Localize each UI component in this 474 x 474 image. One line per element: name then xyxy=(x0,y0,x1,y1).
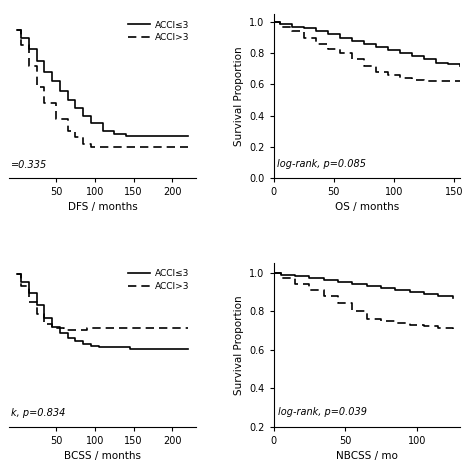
ACCI≤3 xyxy=(100,128,105,134)
Y-axis label: Survival Proportion: Survival Proportion xyxy=(234,295,244,394)
ACCI≤3 xyxy=(127,346,133,352)
ACCI≤3 xyxy=(18,279,24,284)
Line: ACCI≤3: ACCI≤3 xyxy=(17,30,188,136)
ACCI>3 xyxy=(100,326,105,331)
ACCI≤3 xyxy=(57,88,63,93)
ACCI≤3 xyxy=(138,346,144,352)
Text: =0.335: =0.335 xyxy=(11,160,47,170)
ACCI≤3 xyxy=(26,290,32,295)
ACCI>3 xyxy=(14,27,20,33)
Y-axis label: Survival Proportion: Survival Proportion xyxy=(234,46,244,146)
Line: ACCI>3: ACCI>3 xyxy=(17,274,188,330)
Line: ACCI>3: ACCI>3 xyxy=(17,30,188,146)
ACCI>3 xyxy=(88,144,94,149)
ACCI≤3 xyxy=(14,27,20,33)
ACCI≤3 xyxy=(111,344,117,350)
ACCI≤3 xyxy=(42,315,47,320)
ACCI>3 xyxy=(34,85,39,91)
ACCI>3 xyxy=(18,43,24,48)
ACCI≤3 xyxy=(138,133,144,138)
ACCI>3 xyxy=(26,63,32,69)
ACCI>3 xyxy=(185,144,191,149)
ACCI≤3 xyxy=(42,69,47,75)
Line: ACCI≤3: ACCI≤3 xyxy=(17,274,188,349)
ACCI>3 xyxy=(18,283,24,289)
ACCI>3 xyxy=(61,327,66,333)
ACCI>3 xyxy=(84,326,90,331)
ACCI>3 xyxy=(42,100,47,106)
ACCI>3 xyxy=(34,311,39,317)
ACCI≤3 xyxy=(34,302,39,308)
ACCI≤3 xyxy=(18,35,24,40)
ACCI≤3 xyxy=(123,133,128,138)
Text: log-rank, p=0.039: log-rank, p=0.039 xyxy=(278,407,367,417)
ACCI≤3 xyxy=(88,120,94,126)
ACCI>3 xyxy=(14,271,20,277)
ACCI>3 xyxy=(80,141,86,146)
ACCI≤3 xyxy=(34,58,39,64)
ACCI≤3 xyxy=(127,133,133,138)
ACCI>3 xyxy=(73,135,78,140)
ACCI≤3 xyxy=(88,343,94,348)
X-axis label: DFS / months: DFS / months xyxy=(68,202,137,212)
ACCI>3 xyxy=(73,327,78,333)
ACCI>3 xyxy=(103,144,109,149)
ACCI≤3 xyxy=(73,338,78,344)
ACCI≤3 xyxy=(80,341,86,347)
ACCI>3 xyxy=(65,128,71,134)
Text: k, p=0.834: k, p=0.834 xyxy=(11,409,66,419)
ACCI≤3 xyxy=(65,97,71,103)
ACCI>3 xyxy=(49,326,55,331)
ACCI≤3 xyxy=(96,344,101,350)
ACCI>3 xyxy=(92,326,98,331)
ACCI≤3 xyxy=(111,131,117,137)
ACCI>3 xyxy=(108,326,113,331)
ACCI≤3 xyxy=(57,330,63,336)
Legend: ACCI≤3, ACCI>3: ACCI≤3, ACCI>3 xyxy=(126,19,191,44)
ACCI≤3 xyxy=(80,113,86,118)
Text: log-rank, p=0.085: log-rank, p=0.085 xyxy=(277,158,366,169)
X-axis label: OS / months: OS / months xyxy=(335,202,399,212)
ACCI>3 xyxy=(26,299,32,305)
ACCI>3 xyxy=(185,326,191,331)
ACCI≤3 xyxy=(185,346,191,352)
ACCI≤3 xyxy=(185,133,191,138)
X-axis label: BCSS / months: BCSS / months xyxy=(64,451,141,461)
ACCI≤3 xyxy=(73,105,78,110)
ACCI≤3 xyxy=(65,335,71,341)
ACCI≤3 xyxy=(49,78,55,84)
ACCI≤3 xyxy=(103,344,109,350)
ACCI≤3 xyxy=(49,324,55,330)
ACCI≤3 xyxy=(26,46,32,51)
X-axis label: NBCSS / mo: NBCSS / mo xyxy=(336,451,398,461)
Legend: ACCI≤3, ACCI>3: ACCI≤3, ACCI>3 xyxy=(126,267,191,292)
ACCI>3 xyxy=(96,144,101,149)
ACCI≤3 xyxy=(14,271,20,277)
ACCI>3 xyxy=(53,116,59,121)
ACCI>3 xyxy=(42,321,47,327)
